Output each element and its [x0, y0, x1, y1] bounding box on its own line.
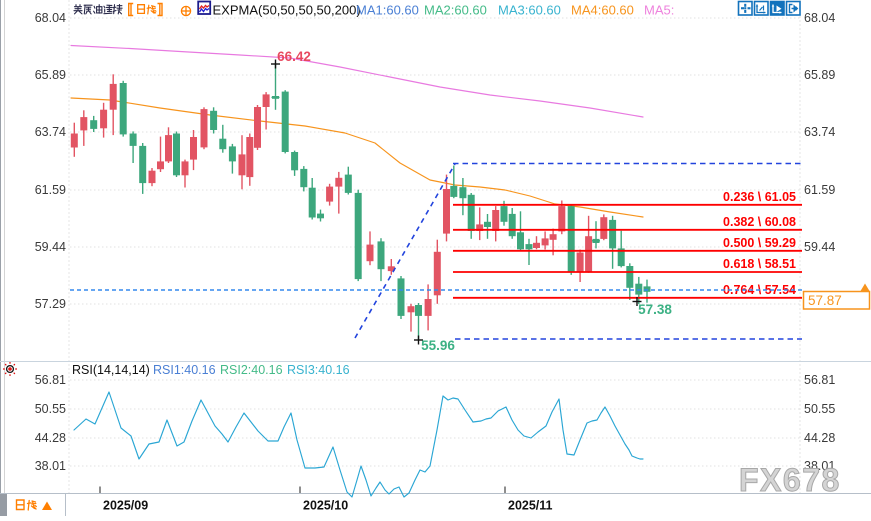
svg-text:57.38: 57.38 [638, 302, 672, 317]
svg-text:61.59: 61.59 [804, 183, 835, 197]
svg-text:55.96: 55.96 [421, 338, 455, 353]
svg-text:RSI2:40.16: RSI2:40.16 [220, 363, 283, 377]
svg-text:RSI(14,14,14): RSI(14,14,14) [72, 363, 150, 377]
svg-text:50.55: 50.55 [804, 402, 835, 416]
svg-text:MA3:60.60: MA3:60.60 [498, 3, 561, 18]
svg-text:59.44: 59.44 [804, 240, 835, 254]
svg-text:61.59: 61.59 [35, 183, 66, 197]
svg-text:38.01: 38.01 [804, 459, 835, 473]
svg-text:FX678: FX678 [739, 462, 841, 498]
svg-text:MA4:60.60: MA4:60.60 [571, 3, 634, 18]
svg-text:56.81: 56.81 [35, 373, 66, 387]
svg-text:0.618 \ 58.51: 0.618 \ 58.51 [723, 257, 796, 271]
svg-text:RSI3:40.16: RSI3:40.16 [287, 363, 350, 377]
svg-text:FX678: FX678 [739, 462, 841, 498]
svg-text:0.236 \ 61.05: 0.236 \ 61.05 [723, 190, 796, 204]
svg-text:63.74: 63.74 [804, 125, 835, 139]
svg-text:0.500 \ 59.29: 0.500 \ 59.29 [723, 236, 796, 250]
svg-text:68.04: 68.04 [804, 11, 835, 25]
svg-text:MA2:60.60: MA2:60.60 [424, 3, 487, 18]
svg-text:50.55: 50.55 [35, 402, 66, 416]
svg-text:63.74: 63.74 [35, 125, 66, 139]
svg-text:57.29: 57.29 [35, 297, 66, 311]
svg-text:59.44: 59.44 [35, 240, 66, 254]
svg-text:44.28: 44.28 [35, 431, 66, 445]
svg-text:2025/10: 2025/10 [303, 499, 348, 513]
svg-text:56.81: 56.81 [804, 373, 835, 387]
svg-text:66.42: 66.42 [277, 49, 311, 64]
svg-text:2025/09: 2025/09 [103, 499, 148, 513]
svg-text:65.89: 65.89 [804, 68, 835, 82]
svg-text:68.04: 68.04 [35, 11, 66, 25]
svg-text:57.87: 57.87 [808, 293, 842, 308]
svg-text:38.01: 38.01 [35, 459, 66, 473]
svg-text:65.89: 65.89 [35, 68, 66, 82]
svg-text:2025/11: 2025/11 [508, 499, 553, 513]
svg-text:0.382 \ 60.08: 0.382 \ 60.08 [723, 215, 796, 229]
svg-text:44.28: 44.28 [804, 431, 835, 445]
svg-text:RSI1:40.16: RSI1:40.16 [153, 363, 216, 377]
svg-text:EXPMA(50,50,50,50,200): EXPMA(50,50,50,50,200) [213, 3, 361, 18]
svg-text:MA5:: MA5: [644, 3, 674, 18]
svg-text:MA1:60.60: MA1:60.60 [356, 3, 419, 18]
